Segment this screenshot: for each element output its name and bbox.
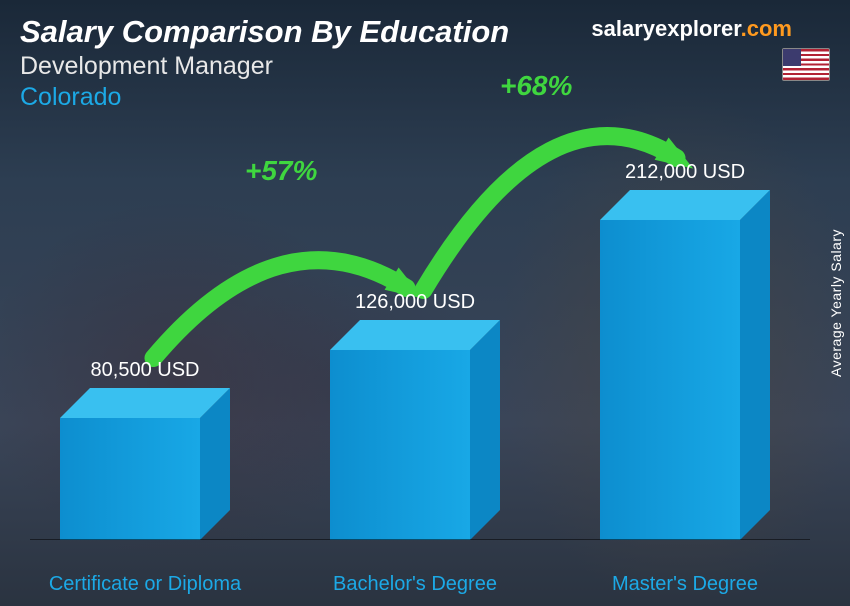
bar-value-label: 212,000 USD	[585, 161, 785, 184]
bar-category-label: Master's Degree	[575, 572, 795, 596]
bar-front	[60, 418, 200, 540]
bar-front	[600, 220, 740, 540]
bars-layer: 80,500 USDCertificate or Diploma126,000 …	[0, 130, 820, 606]
arc-percent-label-1: +68%	[500, 70, 572, 102]
brand-logo: salaryexplorer.com	[591, 16, 792, 42]
arc-percent-label-0: +57%	[245, 155, 317, 187]
chart-area: 80,500 USDCertificate or Diploma126,000 …	[0, 130, 820, 606]
bar-side	[470, 320, 500, 540]
baseline	[30, 539, 810, 540]
bar-1: 126,000 USDBachelor's Degree	[330, 320, 500, 540]
y-axis-label: Average Yearly Salary	[828, 229, 844, 377]
bar-side	[740, 190, 770, 540]
bar-category-label: Certificate or Diploma	[35, 572, 255, 596]
brand-text-2: .com	[741, 16, 792, 41]
bar-value-label: 80,500 USD	[45, 359, 245, 382]
main-container: Salary Comparison By Education Developme…	[0, 0, 850, 606]
bar-0: 80,500 USDCertificate or Diploma	[60, 388, 230, 540]
bar-front	[330, 350, 470, 540]
bar-category-label: Bachelor's Degree	[305, 572, 525, 596]
bar-2: 212,000 USDMaster's Degree	[600, 190, 770, 540]
location: Colorado	[20, 83, 830, 112]
job-title: Development Manager	[20, 52, 830, 81]
flag-icon	[782, 48, 830, 81]
brand-text-1: salaryexplorer	[591, 16, 740, 41]
bar-value-label: 126,000 USD	[315, 291, 515, 314]
